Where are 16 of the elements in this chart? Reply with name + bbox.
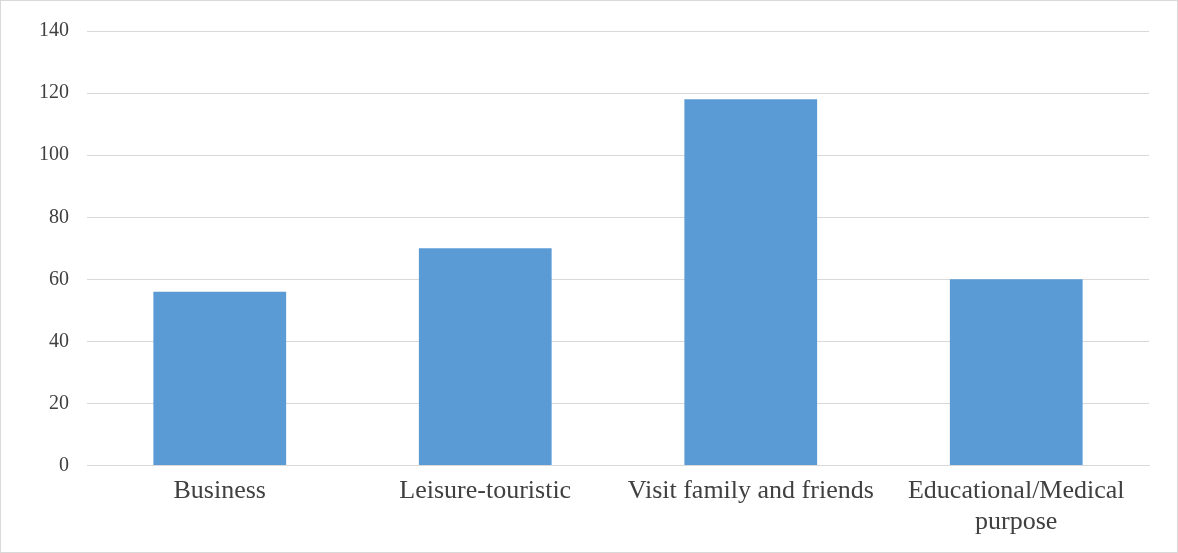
bar: [153, 291, 287, 466]
y-tick-label: 120: [39, 80, 69, 103]
x-tick-label: Visit family and friends: [627, 475, 874, 505]
x-tick-label: Leisure-touristic: [399, 475, 572, 505]
bar: [418, 248, 552, 466]
y-tick-label: 100: [39, 142, 69, 165]
bar: [684, 99, 818, 466]
y-tick-label: 0: [59, 452, 69, 475]
x-tick-label: Business: [173, 475, 266, 505]
y-tick-label: 80: [49, 204, 69, 227]
y-tick-label: 20: [49, 390, 69, 413]
bar: [949, 279, 1083, 466]
y-tick-label: 140: [39, 18, 69, 41]
y-tick-label: 60: [49, 266, 69, 289]
y-tick-label: 40: [49, 328, 69, 351]
x-tick-label: Educational/Medical purpose: [907, 475, 1125, 536]
